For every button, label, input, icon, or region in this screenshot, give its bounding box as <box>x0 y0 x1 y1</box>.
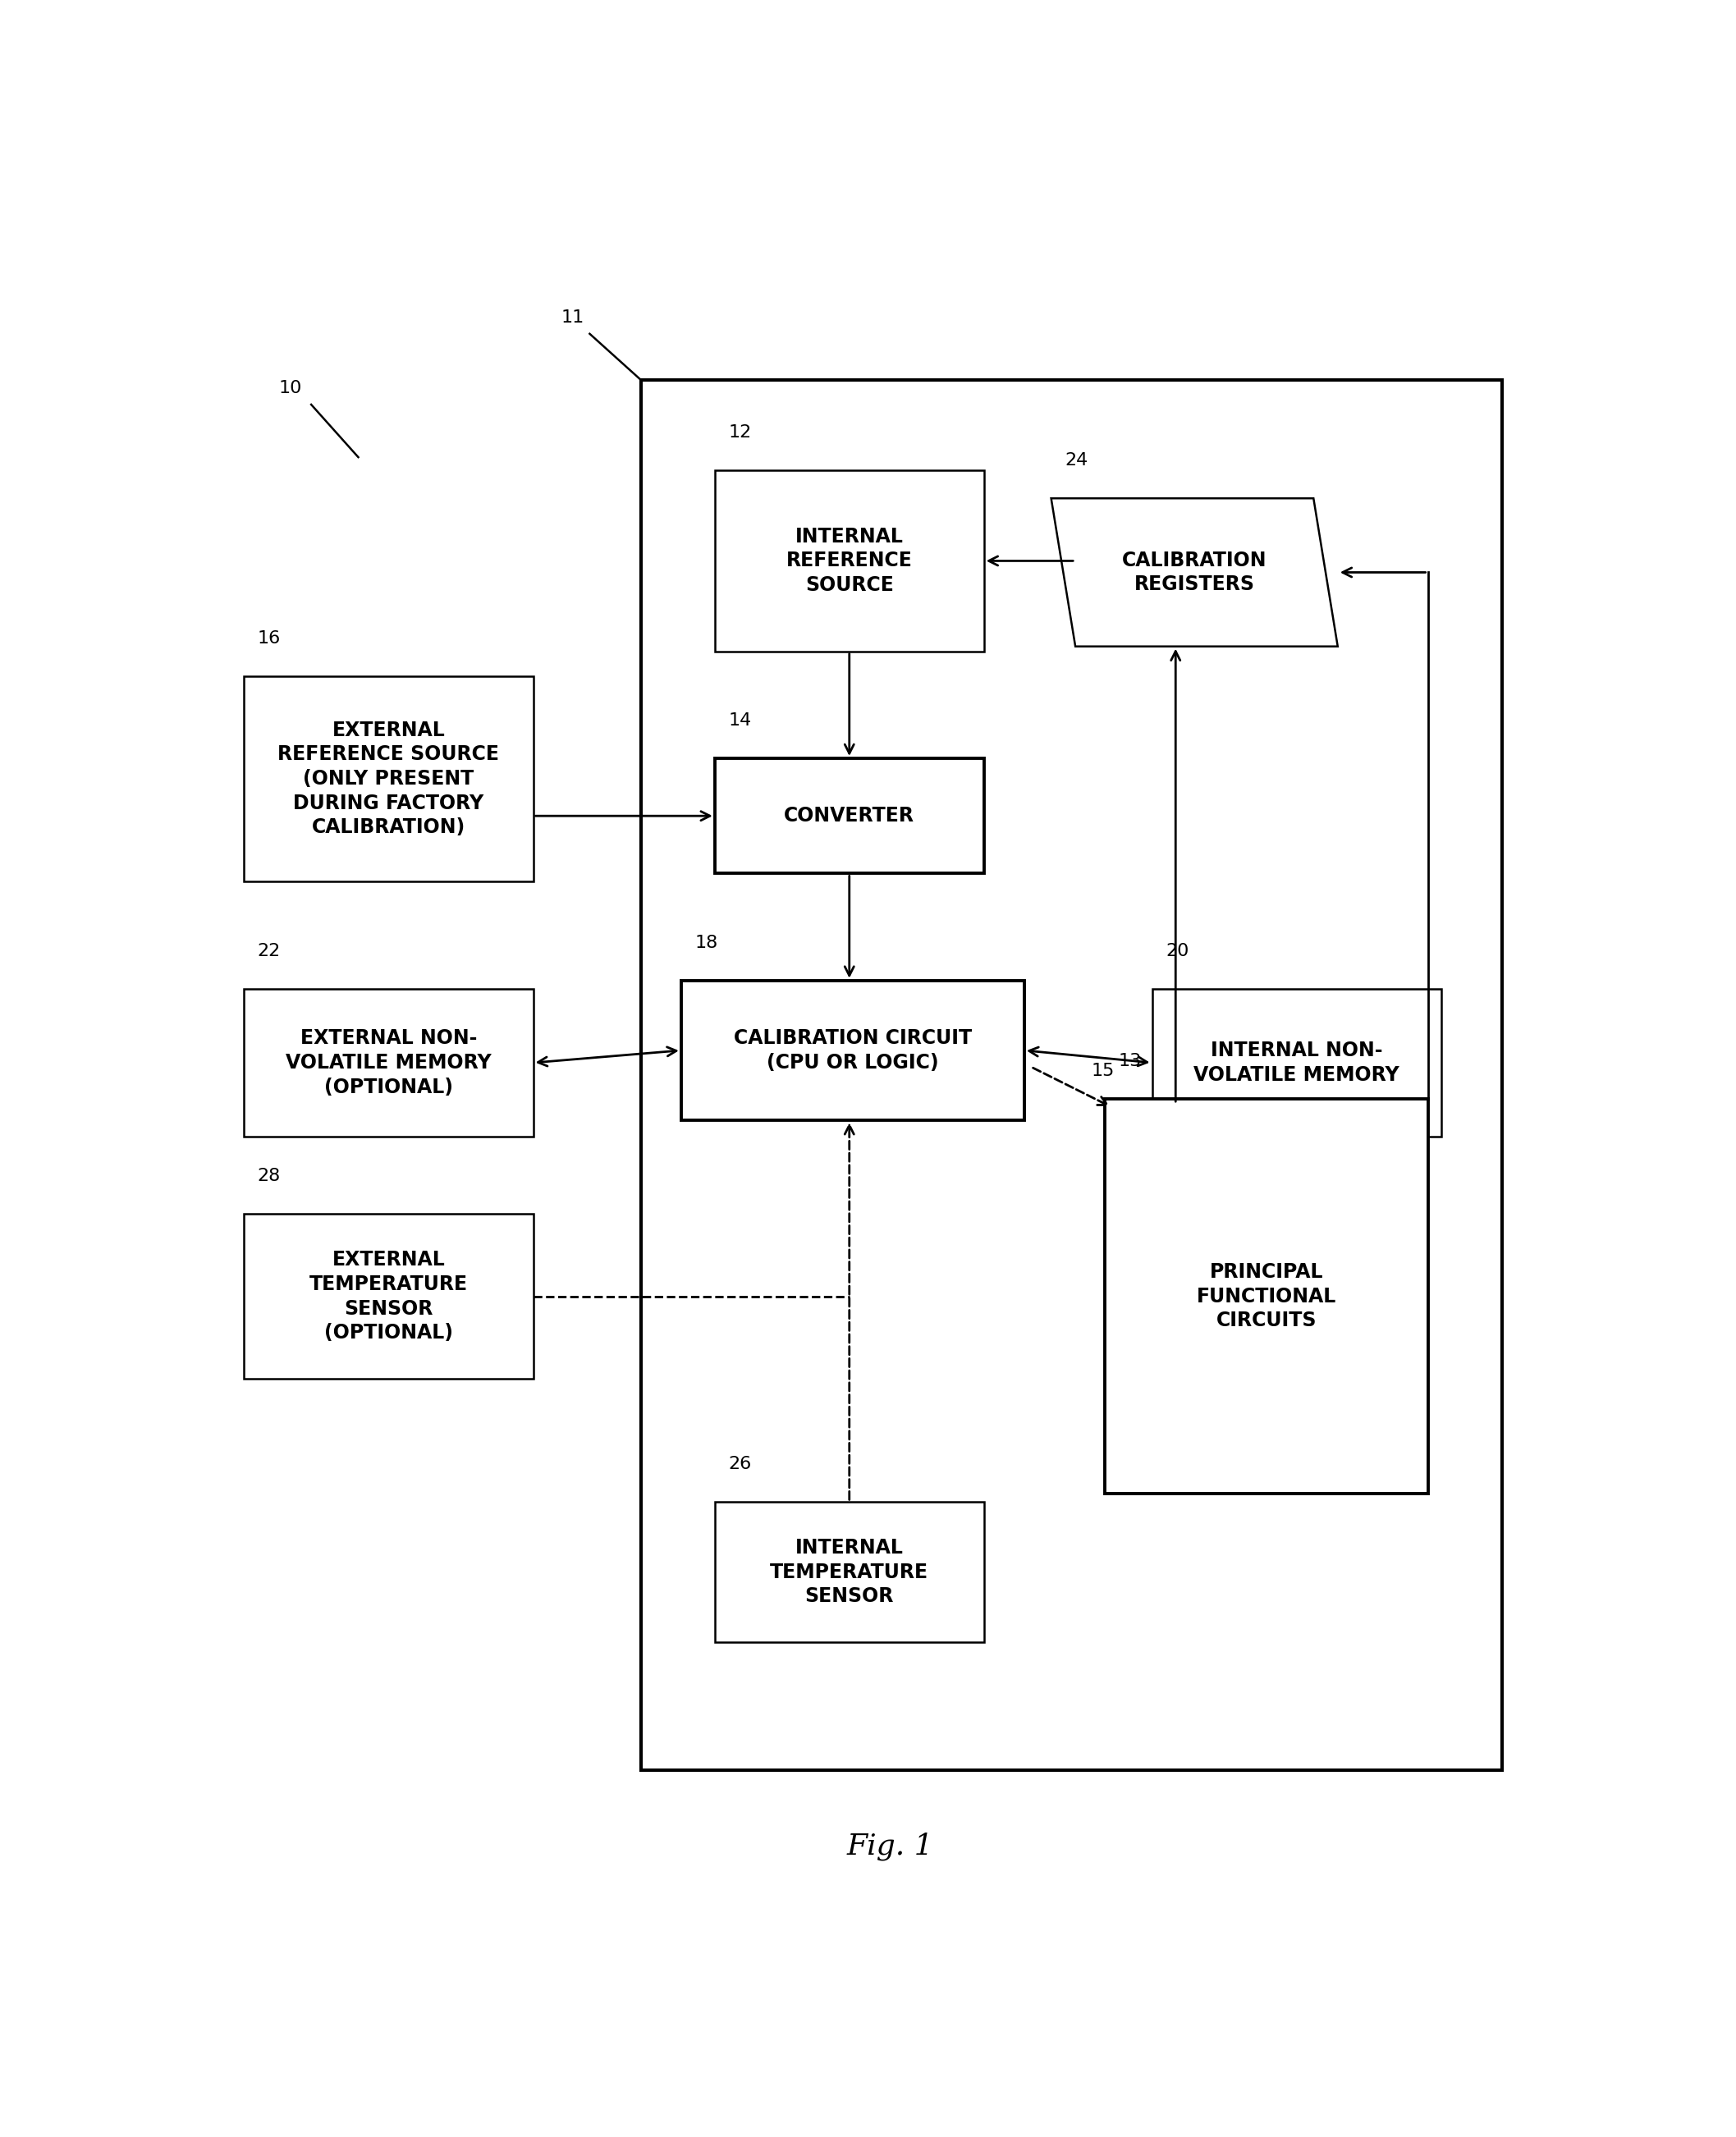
Text: CALIBRATION CIRCUIT
(CPU OR LOGIC): CALIBRATION CIRCUIT (CPU OR LOGIC) <box>734 1028 972 1073</box>
Text: 15: 15 <box>1092 1062 1115 1079</box>
Text: 28: 28 <box>257 1169 281 1184</box>
Text: CONVERTER: CONVERTER <box>785 806 915 825</box>
Text: Fig. 1: Fig. 1 <box>847 1834 934 1861</box>
Bar <box>1104 1098 1427 1494</box>
Text: EXTERNAL NON-
VOLATILE MEMORY
(OPTIONAL): EXTERNAL NON- VOLATILE MEMORY (OPTIONAL) <box>286 1028 491 1096</box>
Text: PRINCIPAL
FUNCTIONAL
CIRCUITS: PRINCIPAL FUNCTIONAL CIRCUITS <box>1196 1263 1337 1331</box>
Text: 13: 13 <box>1118 1054 1142 1068</box>
Bar <box>681 981 1024 1120</box>
Text: INTERNAL
REFERENCE
SOURCE: INTERNAL REFERENCE SOURCE <box>786 526 913 594</box>
Bar <box>243 989 533 1137</box>
Text: INTERNAL NON-
VOLATILE MEMORY: INTERNAL NON- VOLATILE MEMORY <box>1194 1041 1399 1086</box>
Text: 16: 16 <box>257 630 281 645</box>
Text: 12: 12 <box>729 425 752 440</box>
Bar <box>715 470 984 652</box>
Text: 11: 11 <box>561 310 585 325</box>
Text: 24: 24 <box>1064 453 1088 468</box>
Text: INTERNAL
TEMPERATURE
SENSOR: INTERNAL TEMPERATURE SENSOR <box>771 1539 929 1607</box>
Text: 26: 26 <box>729 1455 752 1472</box>
Polygon shape <box>1050 498 1338 645</box>
Text: 14: 14 <box>729 712 752 729</box>
Bar <box>243 1214 533 1378</box>
Text: 10: 10 <box>278 380 302 395</box>
Text: EXTERNAL
REFERENCE SOURCE
(ONLY PRESENT
DURING FACTORY
CALIBRATION): EXTERNAL REFERENCE SOURCE (ONLY PRESENT … <box>278 720 500 838</box>
Bar <box>715 759 984 874</box>
Text: 18: 18 <box>694 934 717 951</box>
Text: CALIBRATION
REGISTERS: CALIBRATION REGISTERS <box>1121 551 1267 594</box>
Text: 22: 22 <box>257 942 281 960</box>
Bar <box>641 380 1502 1769</box>
Bar <box>715 1502 984 1641</box>
Text: EXTERNAL
TEMPERATURE
SENSOR
(OPTIONAL): EXTERNAL TEMPERATURE SENSOR (OPTIONAL) <box>309 1250 467 1342</box>
Text: 20: 20 <box>1165 942 1189 960</box>
Bar <box>243 675 533 883</box>
Bar <box>1153 989 1441 1137</box>
